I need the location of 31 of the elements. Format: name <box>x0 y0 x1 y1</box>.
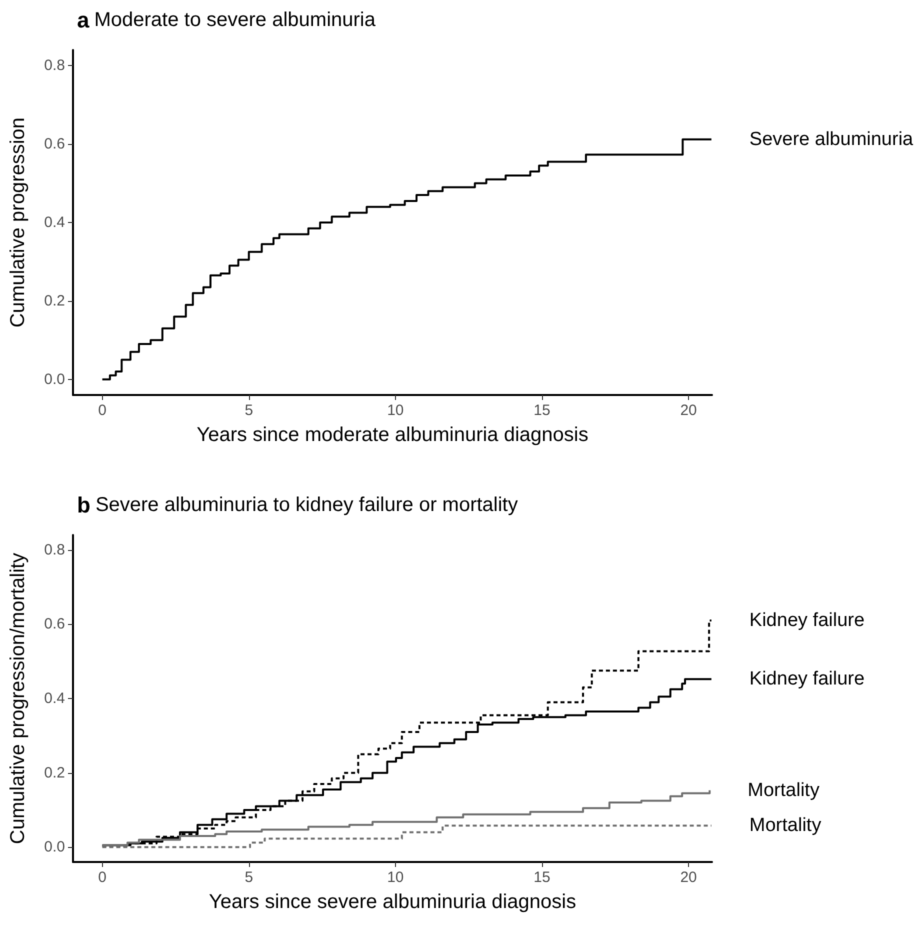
chart-title: a Moderate to severe albuminuria <box>77 8 376 32</box>
y-tick-label: 0.8 <box>44 541 65 558</box>
y-tick-label: 0.0 <box>44 370 65 388</box>
series-label: Kidney failure <box>749 610 865 631</box>
y-tick-label: 0.4 <box>44 690 65 707</box>
y-tick-label: 0.0 <box>44 838 65 856</box>
x-tick-label: 20 <box>680 869 697 886</box>
x-tick-label: 5 <box>244 869 254 886</box>
y-tick-label: 0.6 <box>44 616 65 633</box>
x-tick-label: 15 <box>534 402 550 419</box>
series-label: Mortality <box>748 780 820 801</box>
x-tick-label: 5 <box>244 402 254 419</box>
y-tick-label: 0.4 <box>44 214 65 231</box>
y-tick-label: 0.2 <box>44 292 65 310</box>
chart-title: b Severe albuminuria to kidney failure or mortality <box>77 492 518 518</box>
x-axis-title: Years since severe albuminuria diagnosis <box>208 891 576 913</box>
x-tick-label: 15 <box>534 869 550 886</box>
y-axis-title: Cumulative progression <box>7 117 29 328</box>
x-tick-label: 10 <box>387 402 404 419</box>
x-tick-label: 10 <box>387 869 404 886</box>
x-tick-label: 20 <box>680 402 697 419</box>
y-tick-label: 0.6 <box>44 136 65 153</box>
y-tick-label: 0.2 <box>44 764 65 782</box>
x-axis-title: Years since moderate albuminuria diagnosis <box>196 424 588 446</box>
series-label: Mortality <box>749 815 822 836</box>
x-tick-label: 0 <box>98 869 106 886</box>
x-tick-label: 0 <box>98 402 106 419</box>
series-label: Kidney failure <box>749 668 865 690</box>
y-tick-label: 0.8 <box>44 57 65 74</box>
y-axis-title: Cumulative progression/mortality <box>7 552 29 844</box>
series-label: Severe albuminuria <box>749 128 914 150</box>
